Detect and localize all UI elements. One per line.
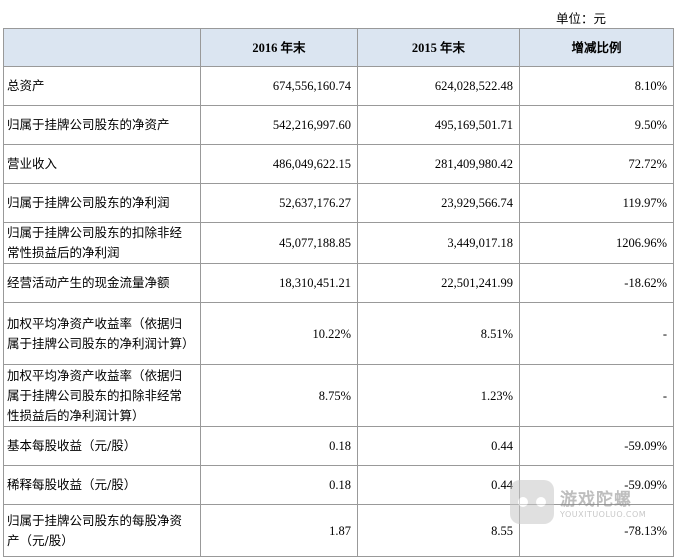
value-2016: 1.87 xyxy=(200,504,358,557)
row-label: 归属于挂牌公司股东的扣除非经常性损益后的净利润 xyxy=(3,222,201,264)
header-change: 增减比例 xyxy=(519,28,674,67)
value-2016: 45,077,188.85 xyxy=(200,222,358,264)
watermark: 游戏陀螺 YOUXITUOLUO.COM xyxy=(510,476,670,528)
value-change: - xyxy=(519,364,674,427)
row-label: 归属于挂牌公司股东的每股净资产（元/股） xyxy=(3,504,201,557)
value-2015: 8.51% xyxy=(357,302,520,365)
table-row: 归属于挂牌公司股东的净利润 52,637,176.27 23,929,566.7… xyxy=(3,183,674,223)
value-2016: 0.18 xyxy=(200,426,358,466)
row-label: 基本每股收益（元/股） xyxy=(3,426,201,466)
value-2015: 0.44 xyxy=(357,426,520,466)
value-2015: 23,929,566.74 xyxy=(357,183,520,223)
value-2016: 52,637,176.27 xyxy=(200,183,358,223)
value-2016: 8.75% xyxy=(200,364,358,427)
row-label: 加权平均净资产收益率（依据归属于挂牌公司股东的净利润计算） xyxy=(3,302,201,365)
table-row: 基本每股收益（元/股） 0.18 0.44 -59.09% xyxy=(3,426,674,466)
value-change: 9.50% xyxy=(519,105,674,145)
value-2015: 8.55 xyxy=(357,504,520,557)
unit-label: 单位：元 xyxy=(556,11,607,26)
row-label: 归属于挂牌公司股东的净利润 xyxy=(3,183,201,223)
gamepad-logo-icon xyxy=(510,480,554,524)
header-item xyxy=(3,28,201,67)
table-header-row: 2016 年末 2015 年末 增减比例 xyxy=(3,28,674,67)
value-change: 1206.96% xyxy=(519,222,674,264)
watermark-name: 游戏陀螺 xyxy=(560,490,632,510)
row-label: 营业收入 xyxy=(3,144,201,184)
value-2016: 674,556,160.74 xyxy=(200,66,358,106)
table-row: 营业收入 486,049,622.15 281,409,980.42 72.72… xyxy=(3,144,674,184)
watermark-url: YOUXITUOLUO.COM xyxy=(560,510,647,519)
row-label: 稀释每股收益（元/股） xyxy=(3,465,201,505)
header-2016: 2016 年末 xyxy=(200,28,358,67)
value-2015: 22,501,241.99 xyxy=(357,263,520,303)
table-row: 总资产 674,556,160.74 624,028,522.48 8.10% xyxy=(3,66,674,106)
table-row: 加权平均净资产收益率（依据归属于挂牌公司股东的净利润计算） 10.22% 8.5… xyxy=(3,302,674,365)
table-row: 加权平均净资产收益率（依据归属于挂牌公司股东的扣除非经常性损益后的净利润计算） … xyxy=(3,364,674,427)
value-change: -18.62% xyxy=(519,263,674,303)
value-change: 8.10% xyxy=(519,66,674,106)
value-2016: 18,310,451.21 xyxy=(200,263,358,303)
value-2015: 624,028,522.48 xyxy=(357,66,520,106)
table-row: 归属于挂牌公司股东的扣除非经常性损益后的净利润 45,077,188.85 3,… xyxy=(3,222,674,264)
table-row: 归属于挂牌公司股东的净资产 542,216,997.60 495,169,501… xyxy=(3,105,674,145)
table-row: 稀释每股收益（元/股） 0.18 0.44 -59.09% xyxy=(3,465,674,505)
financial-table: 2016 年末 2015 年末 增减比例 总资产 674,556,160.74 … xyxy=(3,28,674,557)
value-2016: 10.22% xyxy=(200,302,358,365)
value-2016: 0.18 xyxy=(200,465,358,505)
value-2016: 542,216,997.60 xyxy=(200,105,358,145)
value-change: 72.72% xyxy=(519,144,674,184)
row-label: 归属于挂牌公司股东的净资产 xyxy=(3,105,201,145)
row-label: 加权平均净资产收益率（依据归属于挂牌公司股东的扣除非经常性损益后的净利润计算） xyxy=(3,364,201,427)
value-2016: 486,049,622.15 xyxy=(200,144,358,184)
value-change: - xyxy=(519,302,674,365)
value-2015: 3,449,017.18 xyxy=(357,222,520,264)
table-row: 经营活动产生的现金流量净额 18,310,451.21 22,501,241.9… xyxy=(3,263,674,303)
header-2015: 2015 年末 xyxy=(357,28,520,67)
value-2015: 495,169,501.71 xyxy=(357,105,520,145)
value-2015: 281,409,980.42 xyxy=(357,144,520,184)
row-label: 总资产 xyxy=(3,66,201,106)
value-2015: 1.23% xyxy=(357,364,520,427)
value-2015: 0.44 xyxy=(357,465,520,505)
value-change: -59.09% xyxy=(519,426,674,466)
value-change: 119.97% xyxy=(519,183,674,223)
row-label: 经营活动产生的现金流量净额 xyxy=(3,263,201,303)
